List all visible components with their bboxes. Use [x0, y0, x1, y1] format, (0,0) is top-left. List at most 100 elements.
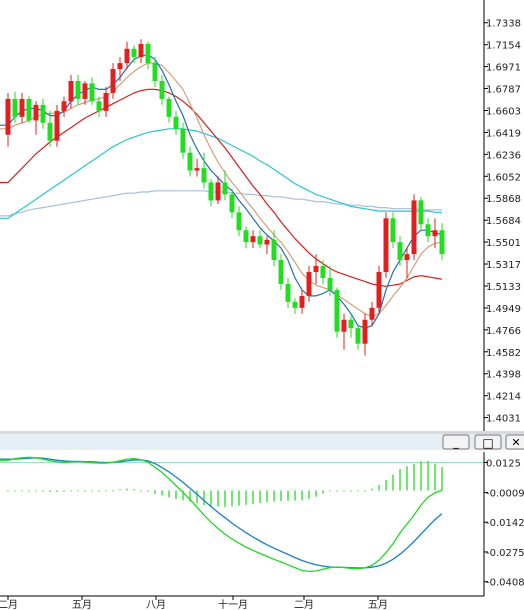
time-tick-label: 二月: [0, 599, 18, 610]
candle: [250, 230, 256, 249]
candle-body: [292, 301, 298, 308]
candle: [159, 75, 165, 105]
candle: [355, 325, 361, 350]
macd-tick-label: -0.0009: [486, 488, 524, 499]
candle-body: [334, 289, 340, 332]
price-tick-label: 1.6971: [486, 63, 521, 74]
candle-body: [306, 272, 312, 296]
candle: [54, 104, 60, 147]
macd-histogram: [7, 460, 443, 507]
candle-body: [159, 81, 165, 99]
candle: [334, 287, 340, 338]
candle-body: [222, 182, 228, 195]
price-tick-label: 1.4949: [486, 304, 521, 315]
candle-body: [61, 101, 67, 111]
candle: [432, 218, 438, 249]
candle: [5, 92, 11, 147]
price-tick-label: 1.4582: [486, 348, 521, 359]
candle-body: [40, 104, 46, 123]
price-tick-label: 1.4766: [486, 326, 521, 337]
candle: [61, 96, 67, 117]
candle: [208, 178, 214, 207]
candle: [89, 77, 95, 105]
candle-body: [201, 168, 207, 183]
candle-body: [173, 116, 179, 129]
candle: [173, 110, 179, 135]
time-axis: 二月 五月 八月 十一月 二月 五月: [0, 595, 484, 610]
candle-body: [215, 182, 221, 201]
candle-body: [5, 98, 11, 135]
candle-body: [411, 200, 417, 255]
candle-body: [96, 101, 102, 111]
candle: [194, 158, 200, 177]
close-button[interactable]: ✕: [505, 434, 524, 450]
candle-body: [285, 283, 291, 302]
candle: [264, 236, 270, 255]
candle-body: [117, 63, 123, 70]
candle: [110, 63, 116, 99]
candle: [369, 301, 375, 326]
candle: [418, 196, 424, 231]
candle: [243, 226, 249, 249]
macd-tick-label: -0.0142: [486, 518, 524, 529]
candle: [320, 260, 326, 284]
candle: [40, 98, 46, 129]
candle: [306, 266, 312, 302]
candle-body: [124, 48, 130, 64]
candle: [236, 206, 242, 237]
indicator-title-bar: [0, 434, 524, 450]
candle-body: [348, 319, 354, 329]
price-tick-label: 1.5501: [486, 238, 521, 249]
macd-lines: [0, 456, 443, 573]
candle-body: [47, 122, 53, 141]
candle: [278, 254, 284, 290]
candle-body: [369, 307, 375, 320]
candle-body: [327, 277, 333, 290]
candle-body: [26, 98, 32, 121]
candle: [327, 266, 333, 296]
dif-line: [0, 456, 443, 573]
candle: [26, 96, 32, 123]
time-tick-label: 八月: [146, 599, 166, 610]
price-tick-label: 1.5133: [486, 282, 521, 293]
candle: [47, 110, 53, 147]
candle-body: [54, 110, 60, 141]
pane-separator: [0, 431, 524, 434]
candle-body: [33, 104, 39, 121]
candle: [390, 212, 396, 249]
maximize-button[interactable]: □: [474, 434, 502, 450]
candle: [397, 236, 403, 267]
candle: [187, 146, 193, 177]
candle: [103, 86, 109, 117]
time-tick-label: 五月: [368, 599, 388, 610]
price-tick-label: 1.6787: [486, 85, 521, 96]
candle-body: [313, 266, 319, 273]
candle-body: [166, 98, 172, 117]
moving-average-lines: [0, 54, 443, 329]
price-tick-label: 1.6603: [486, 106, 521, 117]
ma20-line: [0, 88, 443, 287]
maximize-icon: □: [482, 436, 493, 450]
candle: [68, 75, 74, 109]
candle-body: [75, 81, 81, 99]
candle: [376, 266, 382, 314]
candle-body: [12, 98, 18, 117]
candle: [33, 101, 39, 135]
candle: [299, 289, 305, 314]
candle-body: [418, 200, 424, 225]
minimize-icon: _: [452, 436, 459, 449]
candle: [362, 313, 368, 356]
minimize-button[interactable]: _: [442, 434, 470, 450]
time-tick-label: 二月: [294, 599, 314, 610]
candle: [180, 122, 186, 159]
candle: [152, 57, 158, 87]
candle: [257, 230, 263, 249]
candle: [96, 96, 102, 117]
candle-body: [397, 242, 403, 261]
candle: [201, 152, 207, 189]
candle-body: [432, 230, 438, 237]
indicator-window-strip: _ □ ✕: [0, 431, 524, 450]
candle-body: [103, 92, 109, 111]
